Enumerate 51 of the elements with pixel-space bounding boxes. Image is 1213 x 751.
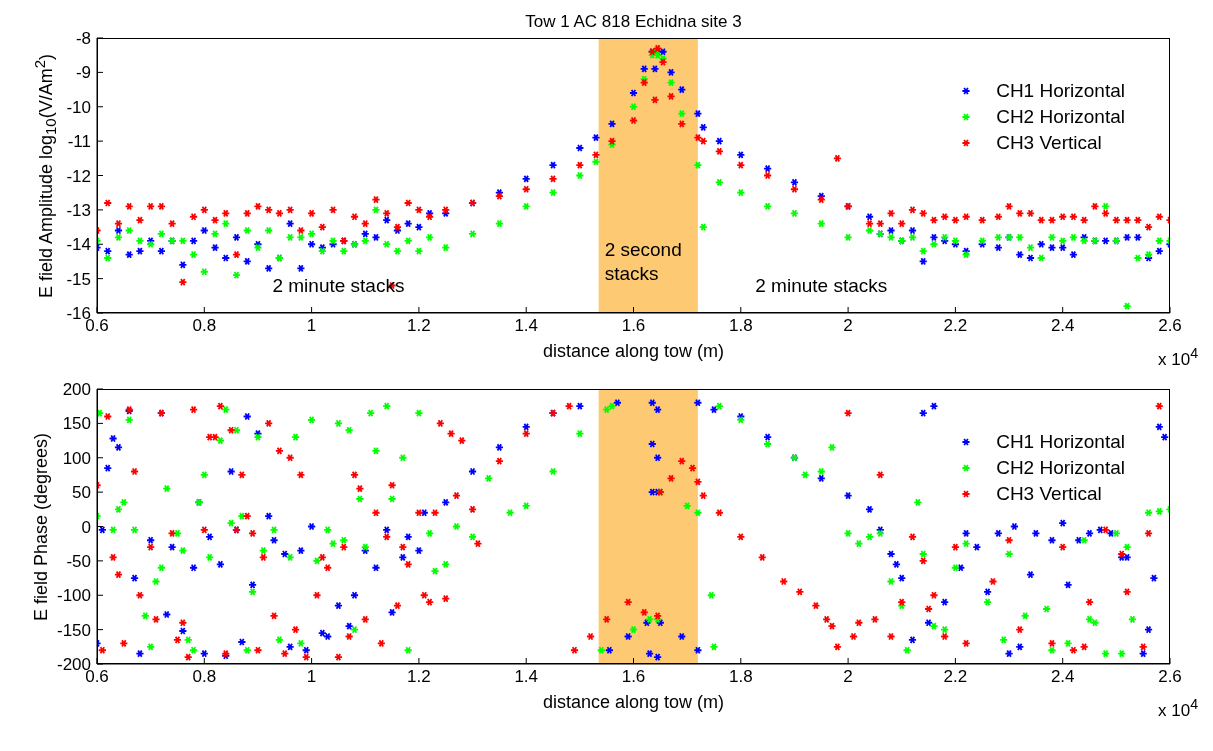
text: x 10$^{4}$	[1157, 345, 1198, 370]
x-tick-label: 2.2	[943, 667, 968, 687]
y-tick-label: 0	[81, 517, 91, 537]
y-tick-label: -14	[66, 235, 91, 255]
x-tick-label: 1	[306, 316, 317, 336]
chart-title: Tow 1 AC 818 Echidna site 3	[524, 12, 743, 32]
x-tick-label: 2.4	[1050, 316, 1075, 336]
y-tick-label: -50	[66, 551, 91, 571]
x-tick-label: 2	[843, 316, 853, 336]
band-label: 2 second stacks	[604, 238, 683, 286]
legend-label: CH1 Horizontal	[996, 80, 1125, 102]
x-tick-label: 1.2	[407, 316, 431, 336]
y-tick-label: -150	[56, 620, 91, 640]
y-tick-label: -100	[56, 586, 91, 606]
legend-label: CH2 Horizontal	[996, 106, 1125, 128]
x-tick-label: 1	[306, 667, 317, 687]
legend-label: CH3 Vertical	[996, 483, 1102, 505]
y-axis-title: E field Phase (degrees)	[30, 431, 52, 623]
x-tick-label: 2	[843, 667, 853, 687]
legend-label: CH3 Vertical	[996, 132, 1102, 154]
y-tick-label: 200	[62, 380, 91, 400]
x-tick-label: 1.8	[728, 316, 753, 336]
y-tick-label: -8	[75, 29, 91, 49]
x-tick-label: 1.4	[514, 316, 539, 336]
x-tick-label: 2.4	[1050, 667, 1075, 687]
y-tick-label: -15	[66, 269, 91, 289]
x-tick-label: 1.2	[407, 667, 431, 687]
y-tick-label: -10	[66, 97, 91, 117]
x-tick-label: 1.8	[728, 667, 753, 687]
annotation: 2 minute stacks	[271, 275, 406, 297]
x-axis-title: distance along tow (m)	[542, 341, 725, 361]
y-tick-label: -13	[66, 200, 91, 220]
legend-label: CH1 Horizontal	[996, 431, 1125, 453]
annotation: 2 minute stacks	[754, 275, 889, 297]
x-tick-label: 2.6	[1158, 316, 1182, 336]
x-tick-label: 1.6	[621, 667, 646, 687]
y-tick-label: 150	[62, 414, 91, 434]
x-tick-label: 2.6	[1158, 667, 1182, 687]
x-tick-label: 0.8	[192, 667, 217, 687]
y-tick-label: 50	[72, 483, 91, 503]
y-tick-label: -11	[67, 132, 91, 152]
x-tick-label: 0.8	[192, 316, 217, 336]
y-tick-label: -12	[66, 166, 91, 186]
y-tick-label: 100	[62, 448, 91, 468]
x-tick-label: 1.4	[514, 667, 539, 687]
text: x 10$^{4}$	[1157, 696, 1198, 721]
x-tick-label: 2.2	[943, 316, 968, 336]
x-axis-title: distance along tow (m)	[542, 692, 725, 712]
y-tick-label: -9	[75, 63, 91, 83]
x-tick-label: 1.6	[621, 316, 646, 336]
legend-label: CH2 Horizontal	[996, 457, 1125, 479]
